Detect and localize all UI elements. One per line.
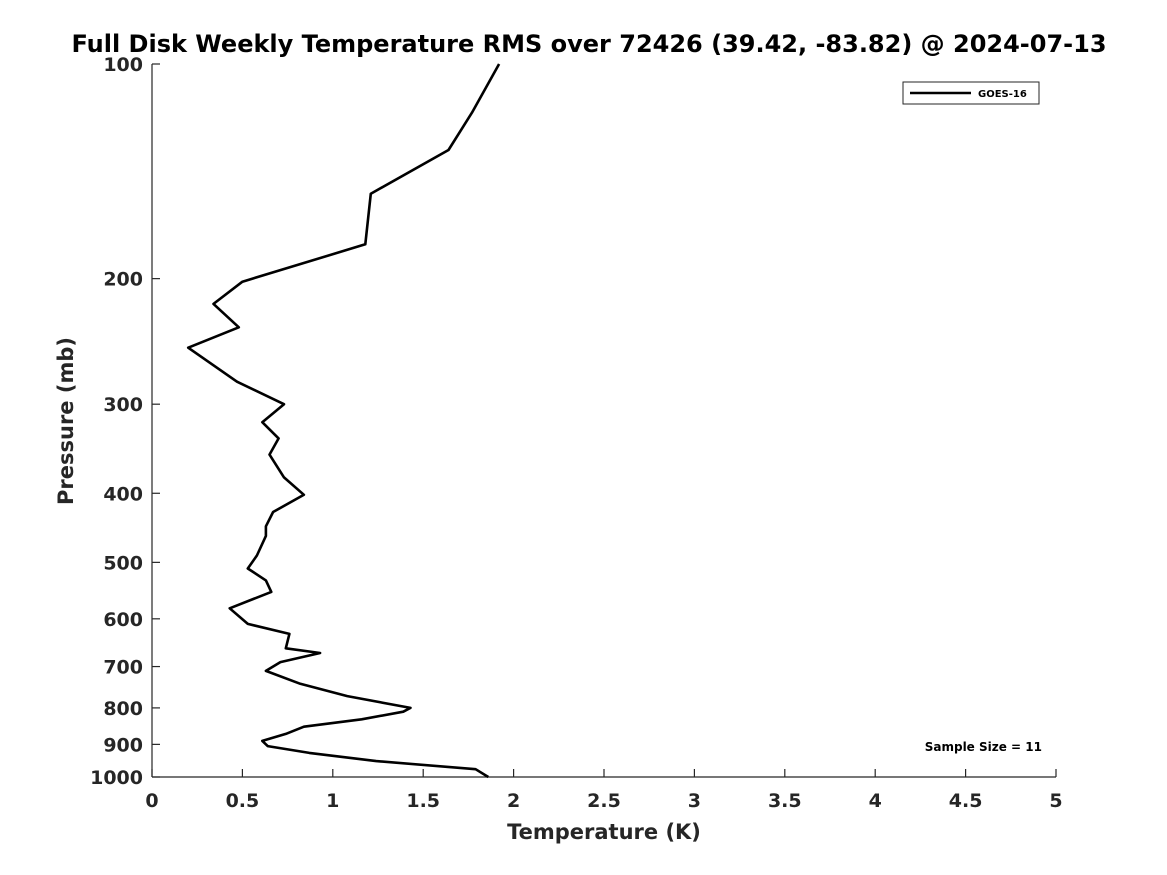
y-tick-label: 200 xyxy=(103,269,143,291)
y-tick-label: 500 xyxy=(103,552,143,574)
y-tick-label: 900 xyxy=(103,734,143,756)
y-tick-label: 400 xyxy=(103,483,143,505)
legend-label-goes16: GOES-16 xyxy=(978,89,1027,100)
x-tick-label: 2.5 xyxy=(587,790,621,812)
x-tick-label: 4.5 xyxy=(949,790,983,812)
x-tick-label: 5 xyxy=(1049,790,1062,812)
x-tick-label: 1.5 xyxy=(406,790,440,812)
x-tick-label: 4 xyxy=(869,790,882,812)
x-tick-label: 1 xyxy=(326,790,339,812)
sample-size-annotation: Sample Size = 11 xyxy=(925,740,1042,754)
x-tick-label: 0 xyxy=(145,790,158,812)
y-tick-label: 700 xyxy=(103,657,143,679)
x-tick-label: 2 xyxy=(507,790,520,812)
series-line-goes-16 xyxy=(186,63,501,779)
legend: GOES-16 xyxy=(902,81,1040,105)
x-tick-label: 3 xyxy=(688,790,701,812)
y-tick-label: 800 xyxy=(103,698,143,720)
series-layer xyxy=(186,63,501,779)
x-ticks: 0 0.5 1 1.5 2 2.5 3 3.5 4 4.5 5 xyxy=(145,769,1063,812)
chart-title: Full Disk Weekly Temperature RMS over 72… xyxy=(71,30,1106,58)
y-tick-label: 100 xyxy=(103,54,143,76)
y-tick-label: 1000 xyxy=(90,767,143,789)
x-axis-label: Temperature (K) xyxy=(507,820,701,844)
y-tick-label: 300 xyxy=(103,394,143,416)
y-tick-label: 600 xyxy=(103,609,143,631)
y-ticks: 100 200 300 400 500 600 700 800 900 1000 xyxy=(90,54,160,789)
x-tick-label: 3.5 xyxy=(768,790,802,812)
y-axis-label: Pressure (mb) xyxy=(54,337,78,505)
x-tick-label: 0.5 xyxy=(226,790,260,812)
